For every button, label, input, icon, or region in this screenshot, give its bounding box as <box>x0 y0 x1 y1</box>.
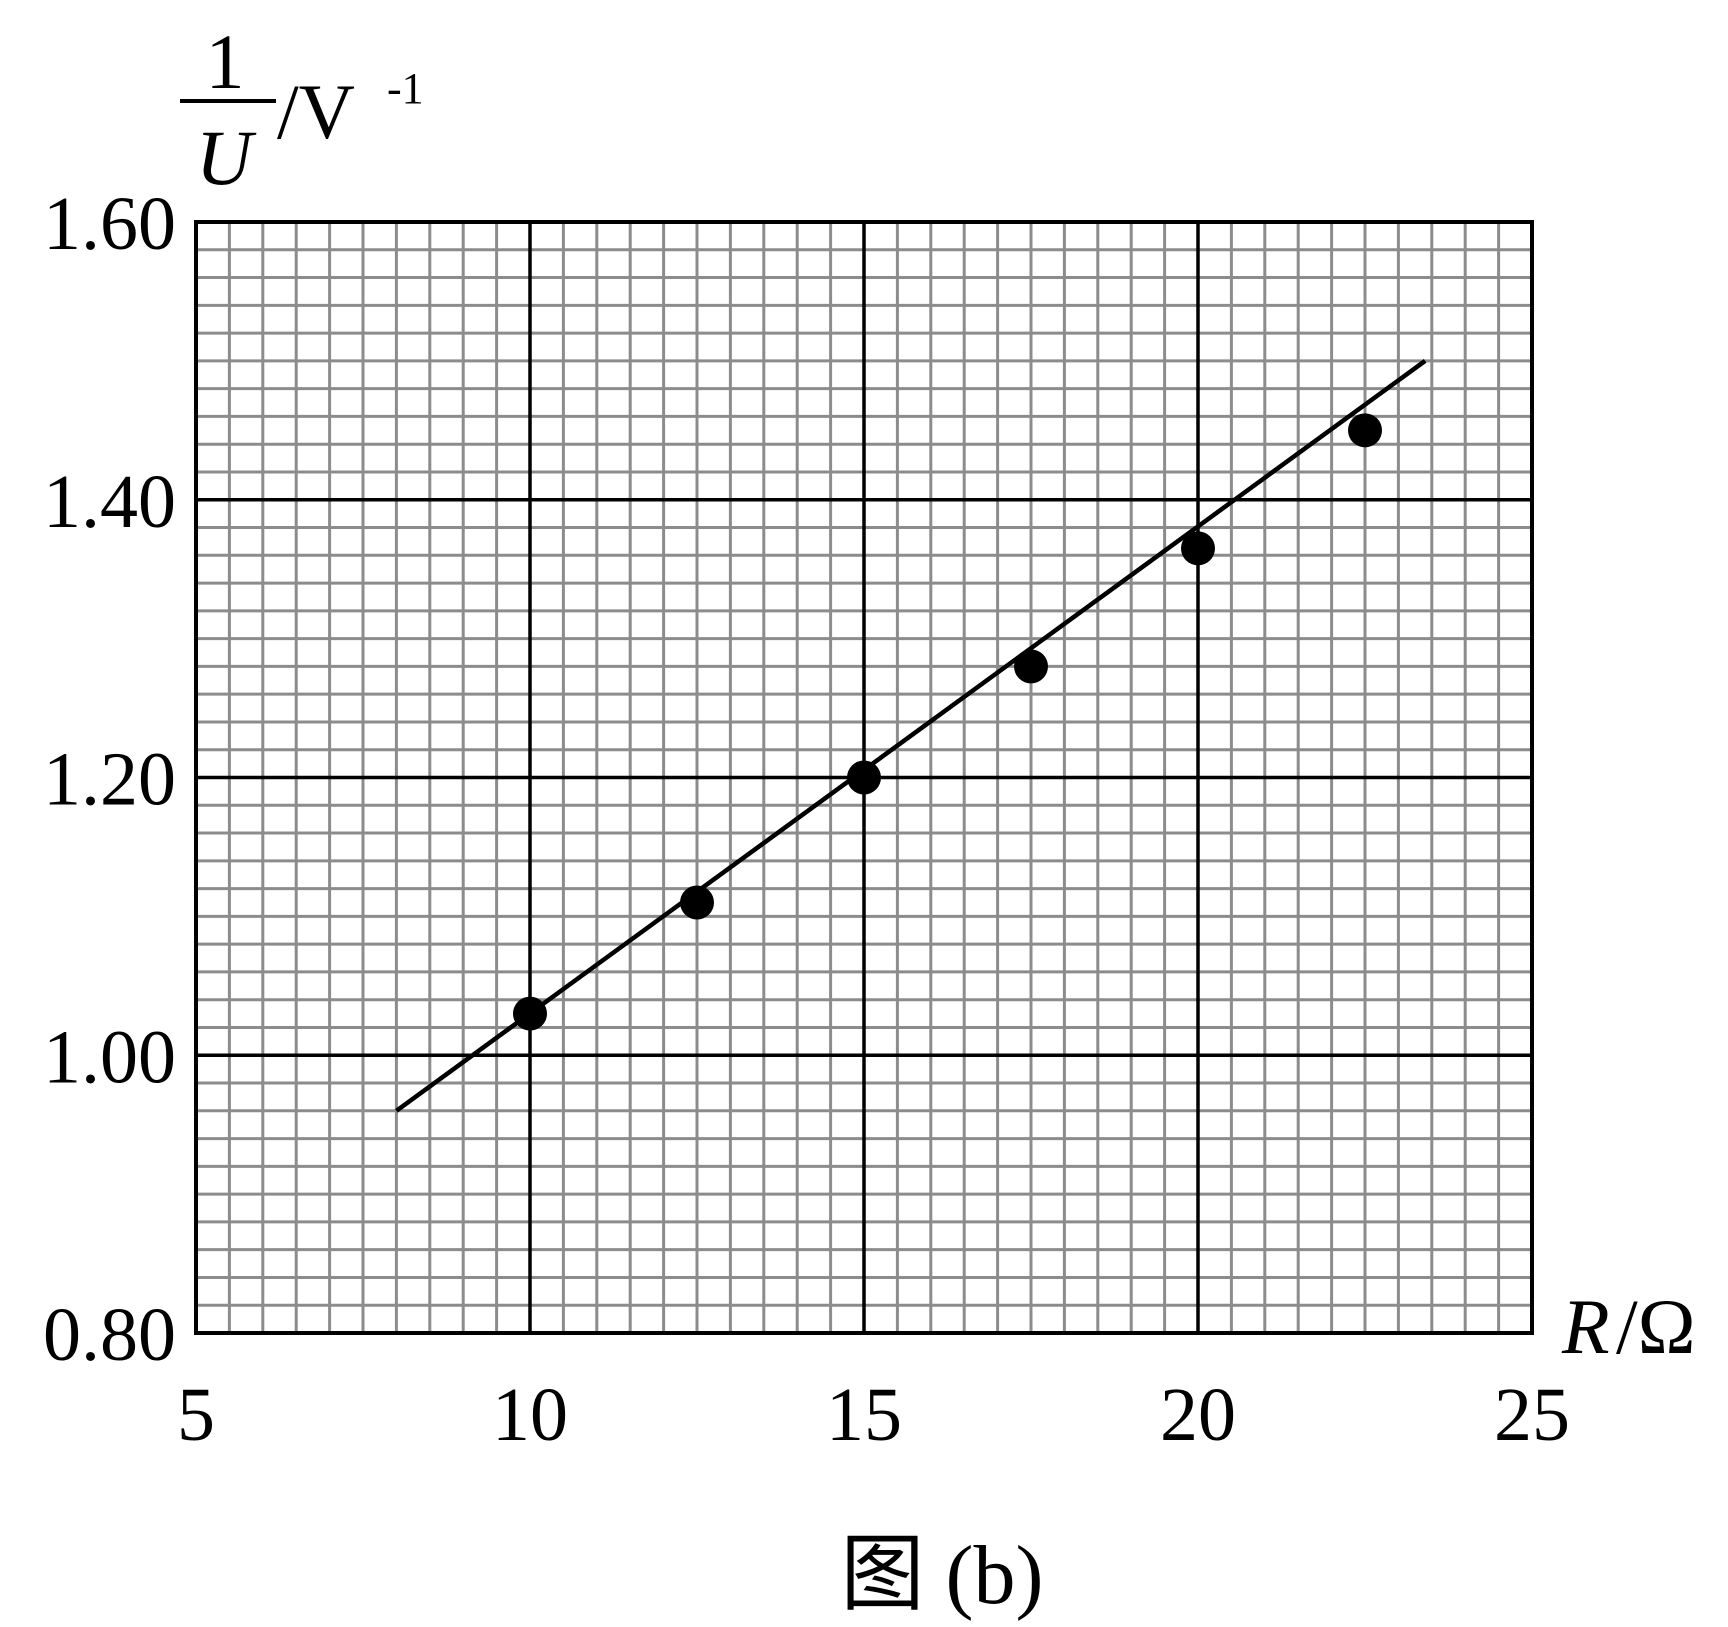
x-tick-label: 15 <box>826 1373 902 1457</box>
data-points <box>513 413 1382 1031</box>
data-point <box>847 760 881 795</box>
fit-line-group <box>395 359 1427 1113</box>
x-tick-label: 5 <box>177 1373 215 1457</box>
y-axis-label: 1 U /V -1 <box>180 18 424 201</box>
data-point <box>513 996 547 1031</box>
y-tick-label: 1.60 <box>43 182 176 266</box>
data-point <box>680 885 714 920</box>
x-axis-label: R /Ω <box>1561 1283 1696 1370</box>
data-point <box>1348 413 1382 448</box>
x-tick-label: 10 <box>492 1373 568 1457</box>
y-label-unit: /V <box>277 68 355 155</box>
y-label-unit-exponent: -1 <box>387 64 424 113</box>
y-tick-label: 1.20 <box>43 738 176 822</box>
y-tick-label: 1.40 <box>43 460 176 544</box>
data-point <box>1014 649 1048 684</box>
y-label-numerator: 1 <box>206 18 245 105</box>
x-tick-label: 20 <box>1160 1373 1236 1457</box>
y-tick-label: 1.00 <box>43 1015 176 1099</box>
plot-frame <box>194 220 1534 1335</box>
x-label-unit: /Ω <box>1616 1283 1696 1370</box>
y-tick-label: 0.80 <box>43 1293 176 1377</box>
x-tick-label: 25 <box>1494 1373 1570 1457</box>
x-tick-labels: 5 10 15 20 25 <box>177 1373 1570 1457</box>
fit-line <box>395 359 1427 1113</box>
y-label-denominator: U <box>196 114 257 201</box>
data-point <box>1181 531 1215 566</box>
figure-caption: 图 (b) <box>841 1529 1044 1622</box>
x-label-variable: R <box>1561 1283 1610 1370</box>
y-tick-labels: 0.80 1.00 1.20 1.40 1.60 <box>43 182 176 1377</box>
